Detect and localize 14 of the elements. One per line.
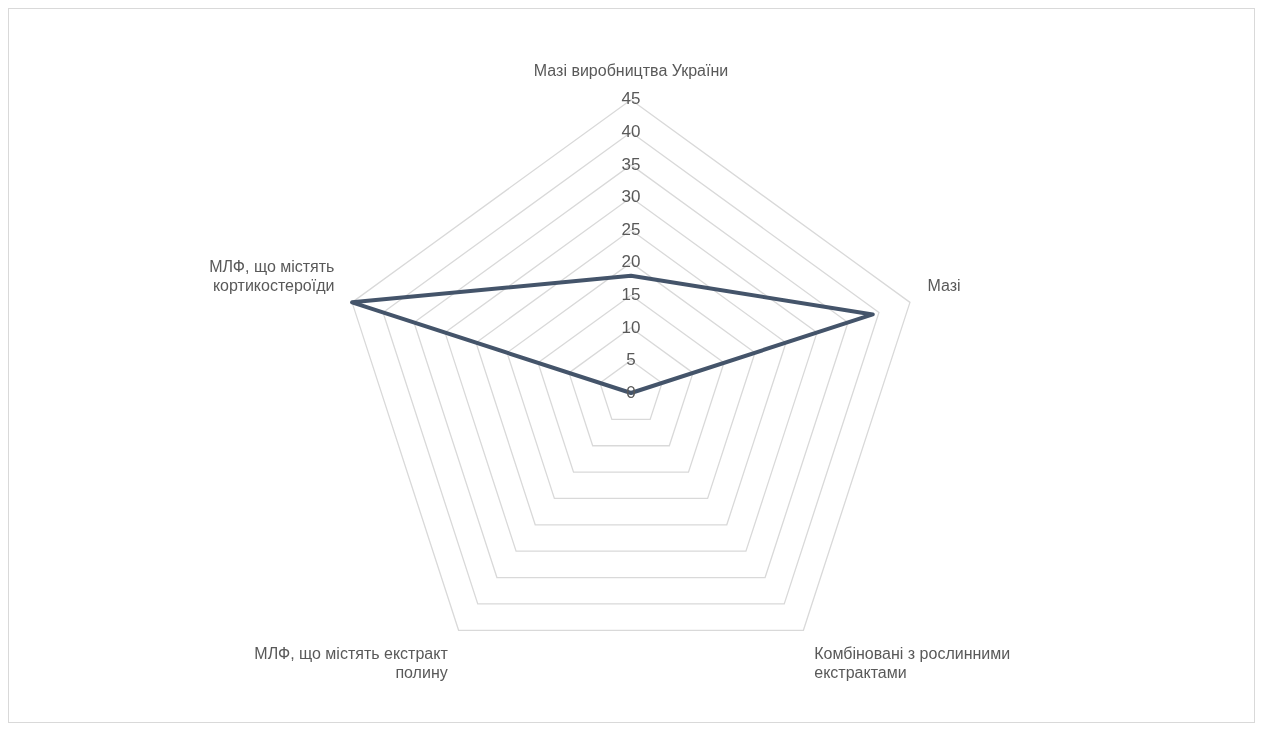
spoke-label: Мазі [927,277,961,295]
y-tick-label: 25 [621,219,641,239]
y-tick-label: 35 [621,154,641,174]
y-tick-label: 40 [621,121,641,141]
spoke-label: Мазі виробництва України [533,62,729,80]
y-tick-label: 30 [621,187,641,207]
spoke-label: МЛФ, що містять кортикостероїди [209,258,335,295]
spoke-label: МЛФ, що містять екстракт полину [254,645,449,682]
y-tick-label: 15 [621,284,641,304]
spoke-label: Комбіновані з рослинними екстрактами [814,645,1011,682]
y-tick-label: 5 [626,350,636,370]
y-tick-label: 20 [621,252,641,272]
y-tick-label: 10 [621,317,641,337]
y-tick-label: 45 [621,89,641,109]
